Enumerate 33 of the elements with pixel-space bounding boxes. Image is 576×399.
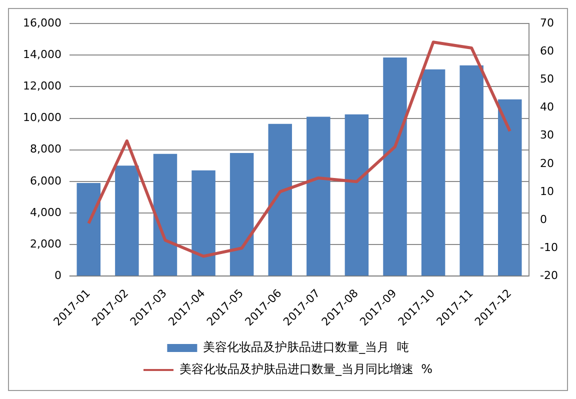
y2-tick-label: 0	[540, 212, 548, 226]
y2-tick-label: 60	[540, 44, 554, 58]
y2-tick-label: 50	[540, 72, 554, 86]
bar	[268, 124, 292, 276]
y-tick-label: 4,000	[30, 206, 62, 219]
y-tick-label: 0	[54, 269, 62, 282]
bar	[230, 153, 254, 276]
bar	[115, 166, 139, 276]
y2-tick-label: 30	[540, 128, 554, 142]
y2-tick-label: 20	[540, 156, 554, 170]
y2-tick-label: -20	[540, 269, 558, 282]
bar	[383, 58, 407, 276]
bar	[153, 154, 178, 276]
y2-tick-label: 70	[540, 16, 554, 30]
y-tick-label: 10,000	[22, 111, 62, 124]
y-tick-label: 16,000	[22, 16, 62, 30]
y2-tick-label: 40	[540, 100, 554, 114]
legend-label: 美容化妆品及护肤品进口数量_当月 吨	[203, 340, 409, 354]
y2-tick-label: -10	[540, 240, 558, 254]
bar	[76, 183, 101, 276]
legend-label: 美容化妆品及护肤品进口数量_当月同比增速 %	[179, 362, 433, 376]
y-tick-label: 8,000	[30, 142, 62, 156]
bar	[306, 116, 330, 276]
y-tick-label: 2,000	[30, 237, 62, 250]
bar	[192, 170, 216, 276]
y-tick-label: 6,000	[30, 174, 62, 188]
bar	[421, 69, 446, 276]
bar	[460, 65, 484, 276]
y-tick-label: 14,000	[22, 48, 62, 62]
bar	[498, 99, 522, 276]
bar	[344, 114, 369, 276]
y-tick-label: 12,000	[22, 80, 62, 93]
y2-tick-label: 10	[540, 184, 554, 198]
